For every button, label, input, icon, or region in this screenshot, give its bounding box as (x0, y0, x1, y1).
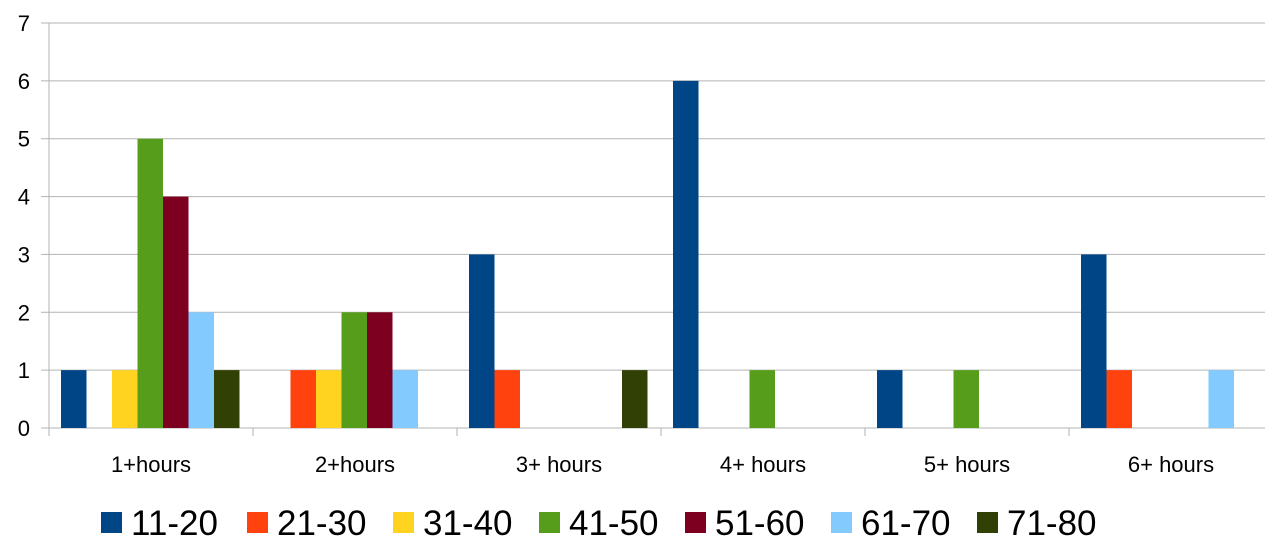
y-tick-label: 1 (18, 358, 30, 383)
legend-swatch (247, 512, 268, 533)
axes (41, 22, 1265, 436)
legend-label: 51-60 (715, 504, 805, 543)
x-tick-label: 1+hours (111, 452, 191, 477)
bar-21-30-3+hours (494, 370, 520, 428)
legend-swatch (977, 512, 998, 533)
x-tick-label: 4+ hours (720, 452, 806, 477)
legend-swatch (539, 512, 560, 533)
bar-21-30-2+hours (290, 370, 316, 428)
bar-11-20-3+hours (469, 254, 495, 428)
bar-61-70-6+hours (1208, 370, 1234, 428)
legend-label: 41-50 (569, 504, 659, 543)
legend-label: 21-30 (277, 504, 367, 543)
bar-41-50-2+hours (341, 312, 367, 428)
bar-41-50-5+hours (953, 370, 979, 428)
y-tick-labels: 0 1 2 3 4 5 6 7 (18, 11, 30, 441)
bar-61-70-2+hours (392, 370, 418, 428)
y-tick-label: 3 (18, 242, 30, 267)
legend-label: 31-40 (423, 504, 513, 543)
bar-51-60-1+hours (163, 196, 189, 428)
bar-31-40-1+hours (112, 370, 138, 428)
y-tick-label: 7 (18, 11, 30, 36)
bar-11-20-4+hours (673, 80, 699, 428)
bar-41-50-4+hours (749, 370, 775, 428)
bar-71-80-1+hours (214, 370, 240, 428)
bar-11-20-5+hours (877, 370, 903, 428)
bar-31-40-2+hours (316, 370, 342, 428)
bar-71-80-3+hours (622, 370, 648, 428)
legend-swatch (393, 512, 414, 533)
legend-swatch (685, 512, 706, 533)
gridlines (49, 22, 1265, 371)
y-tick-label: 0 (18, 416, 30, 441)
x-tick-label: 2+hours (315, 452, 395, 477)
bars (61, 80, 1234, 428)
x-tick-label: 3+ hours (516, 452, 602, 477)
bar-11-20-6+hours (1081, 254, 1107, 428)
bar-21-30-6+hours (1106, 370, 1132, 428)
y-tick-label: 4 (18, 185, 30, 210)
y-tick-label: 5 (18, 127, 30, 152)
legend-swatch (101, 512, 122, 533)
bar-51-60-2+hours (367, 312, 393, 428)
legend-label: 71-80 (1007, 504, 1097, 543)
bar-41-50-1+hours (137, 138, 163, 428)
y-tick-label: 6 (18, 69, 30, 94)
legend: 11-20 21-30 31-40 41-50 51-60 61-70 71-80 (101, 504, 1097, 543)
x-tick-label: 6+ hours (1128, 452, 1214, 477)
bar-61-70-1+hours (188, 312, 214, 428)
legend-swatch (831, 512, 852, 533)
bar-11-20-1+hours (61, 370, 87, 428)
x-tick-labels: 1+hours 2+hours 3+ hours 4+ hours 5+ hours 6+… (111, 452, 1214, 477)
x-tick-label: 5+ hours (924, 452, 1010, 477)
legend-label: 61-70 (861, 504, 951, 543)
y-tick-label: 2 (18, 300, 30, 325)
legend-label: 11-20 (131, 504, 218, 543)
